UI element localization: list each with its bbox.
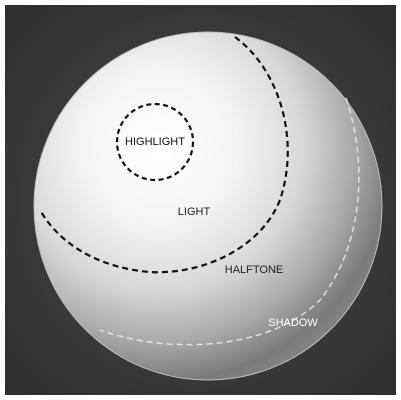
- diagram: HIGHLIGHT LIGHT HALFTONE SHADOW: [0, 0, 401, 400]
- halftone-label: HALFTONE: [225, 264, 283, 276]
- page: HIGHLIGHT LIGHT HALFTONE SHADOW (() => {…: [0, 0, 401, 400]
- shadow-label: SHADOW: [268, 317, 318, 329]
- highlight-label: HIGHLIGHT: [125, 136, 185, 148]
- light-label: LIGHT: [178, 206, 211, 218]
